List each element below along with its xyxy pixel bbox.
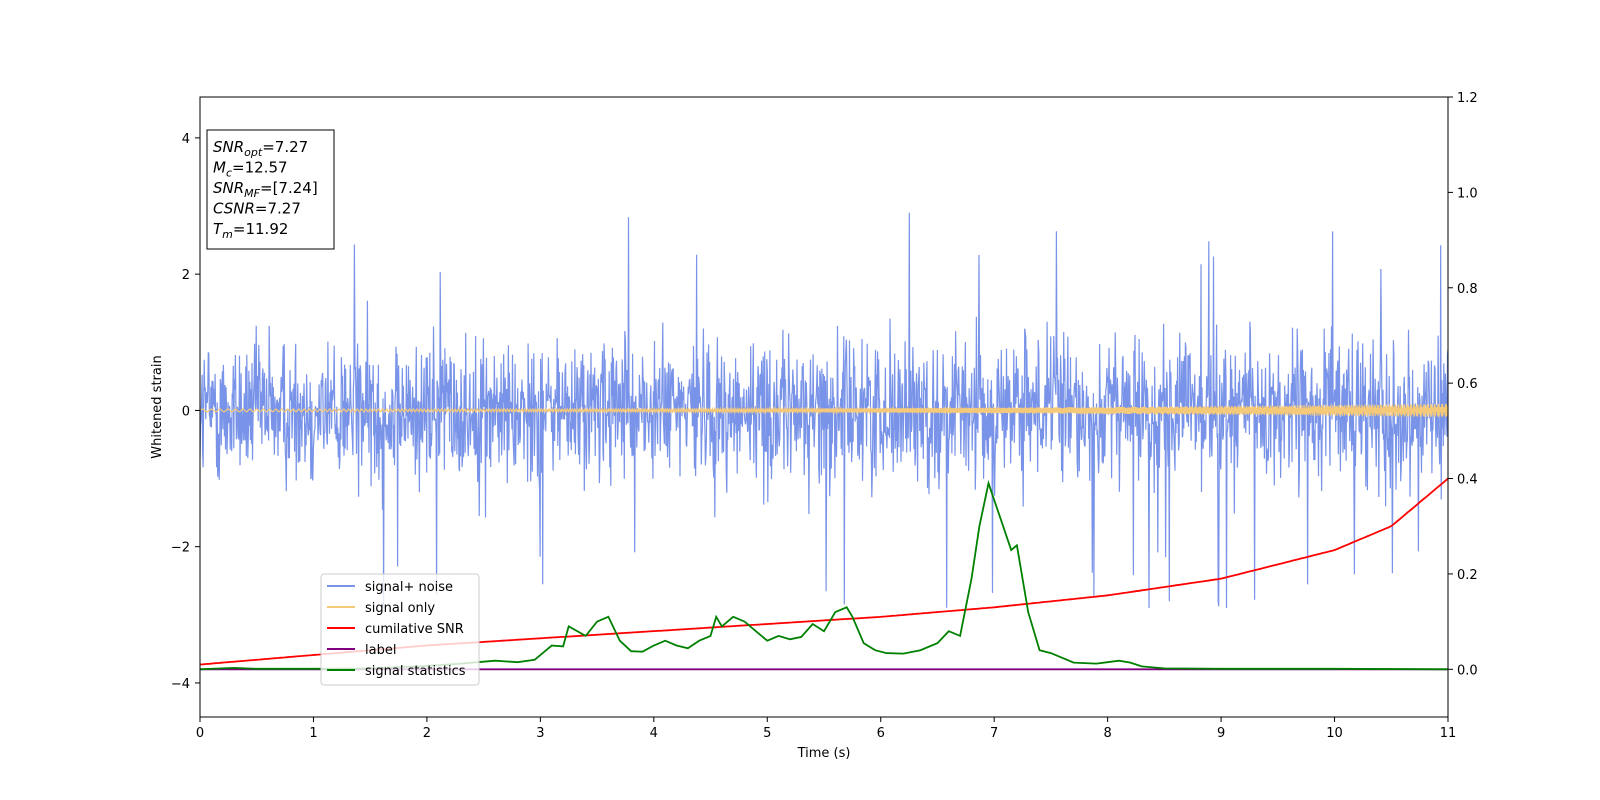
y-right-tick-label: 0.6 bbox=[1457, 377, 1478, 392]
x-tick-label: 8 bbox=[1103, 726, 1111, 741]
x-tick-label: 3 bbox=[536, 726, 544, 741]
y-right-tick-label: 0.2 bbox=[1457, 568, 1478, 583]
x-tick-label: 11 bbox=[1440, 726, 1457, 741]
y-axis-right: 0.0 0.2 0.4 0.6 0.8 1.0 1.2 bbox=[1448, 91, 1478, 678]
x-tick-label: 9 bbox=[1217, 726, 1225, 741]
y-right-tick-label: 1.2 bbox=[1457, 91, 1478, 106]
y-tick-label: 0 bbox=[182, 404, 190, 419]
legend-label: label bbox=[365, 643, 396, 658]
series-signal-only-line bbox=[200, 403, 1448, 418]
info-line: SNRopt=7.27 bbox=[213, 138, 308, 159]
x-tick-label: 10 bbox=[1326, 726, 1343, 741]
x-tick-label: 7 bbox=[990, 726, 998, 741]
y-tick-label: 4 bbox=[182, 132, 190, 147]
y-right-tick-label: 0.8 bbox=[1457, 282, 1478, 297]
y-axis-label: Whitened strain bbox=[150, 355, 165, 458]
info-line: SNRMF=[7.24] bbox=[213, 179, 318, 200]
x-tick-label: 6 bbox=[877, 726, 885, 741]
legend-label: signal+ noise bbox=[365, 580, 453, 595]
info-line: Tm=11.92 bbox=[213, 220, 288, 241]
legend-label: signal only bbox=[365, 601, 435, 616]
y-tick-label: −2 bbox=[171, 541, 190, 556]
x-tick-label: 5 bbox=[763, 726, 771, 741]
y-right-tick-label: 1.0 bbox=[1457, 186, 1478, 201]
info-line: CSNR=7.27 bbox=[213, 200, 301, 218]
x-tick-label: 0 bbox=[196, 726, 204, 741]
y-tick-label: 2 bbox=[182, 268, 190, 283]
series-signal-statistics-line bbox=[200, 479, 1448, 671]
y-axis-left: −4 −2 0 2 4 bbox=[171, 132, 200, 692]
x-tick-label: 4 bbox=[650, 726, 658, 741]
legend-label: signal statistics bbox=[365, 664, 466, 679]
y-tick-label: −4 bbox=[171, 677, 190, 692]
x-tick-label: 1 bbox=[309, 726, 317, 741]
y-right-tick-label: 0.4 bbox=[1457, 473, 1478, 488]
x-axis-label: Time (s) bbox=[797, 746, 851, 761]
info-box: SNRopt=7.27Mc=12.57SNRMF=[7.24]CSNR=7.27… bbox=[206, 129, 335, 250]
legend-frame bbox=[320, 573, 480, 686]
legend: signal+ noise signal only cumilative SNR la… bbox=[320, 573, 480, 686]
info-line: Mc=12.57 bbox=[213, 159, 288, 180]
plot-frame bbox=[199, 96, 1449, 718]
legend-label: cumilative SNR bbox=[365, 622, 464, 637]
info-box-frame bbox=[206, 129, 335, 250]
x-axis: 0 1 2 3 4 5 6 7 8 9 10 11 bbox=[196, 717, 1456, 741]
y-right-tick-label: 0.0 bbox=[1457, 663, 1478, 678]
x-tick-label: 2 bbox=[423, 726, 431, 741]
